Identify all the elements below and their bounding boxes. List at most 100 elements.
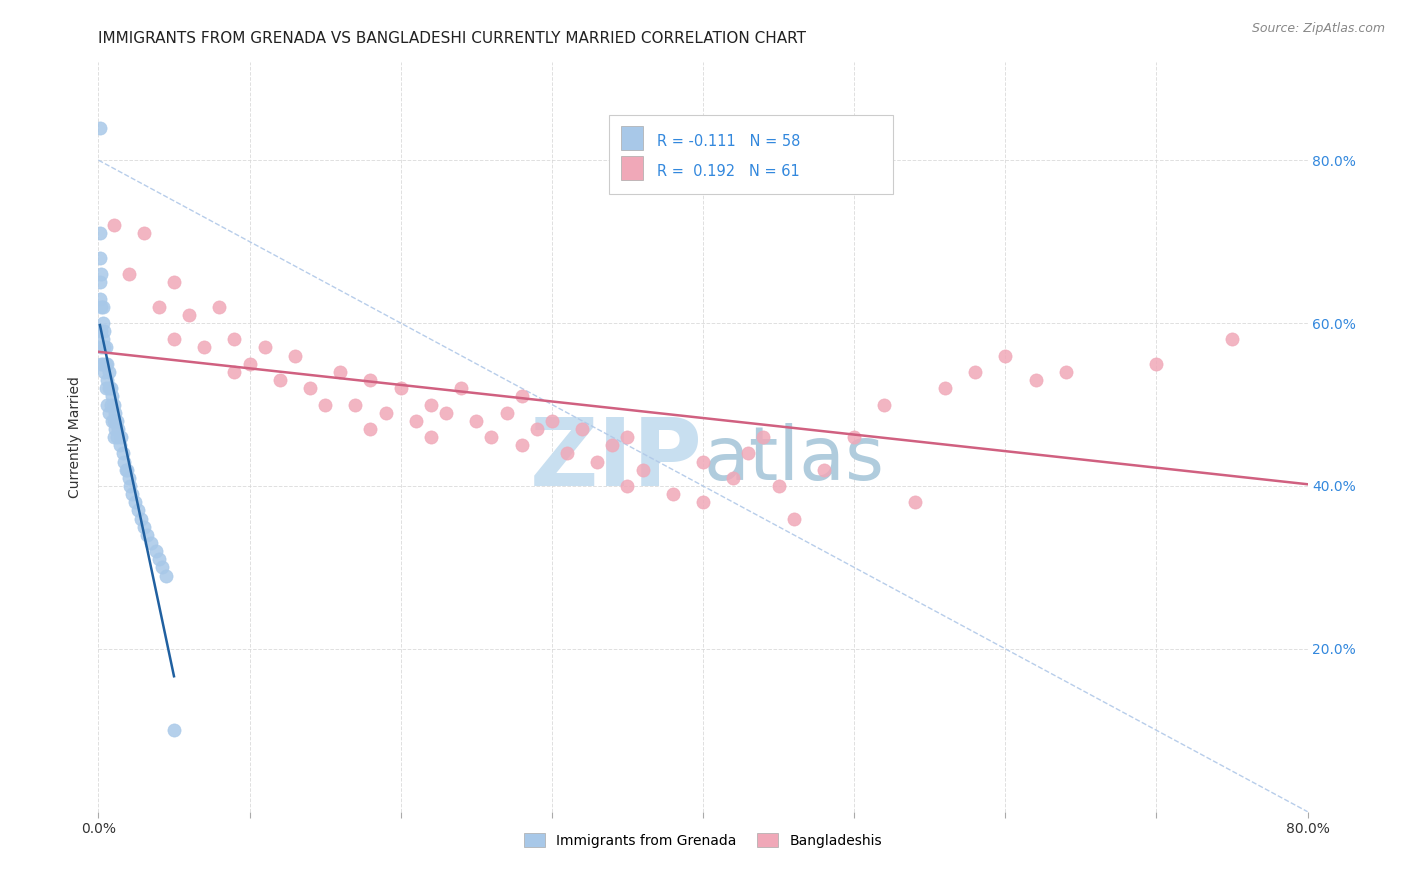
Point [571, 422, 593, 436]
Point [121, 487, 143, 501]
Point [108, 438, 131, 452]
Point [90, 357, 112, 371]
Text: Source: ZipAtlas.com: Source: ZipAtlas.com [1251, 22, 1385, 36]
Point [360, 373, 382, 387]
Y-axis label: Currently Married: Currently Married [69, 376, 83, 498]
Point [90, 341, 112, 355]
Point [239, 357, 262, 371]
Point [495, 406, 517, 420]
Point [329, 365, 352, 379]
Point [420, 430, 443, 444]
Point [132, 519, 155, 533]
Point [101, 389, 124, 403]
Point [994, 349, 1017, 363]
Point [96, 397, 118, 411]
Point [481, 430, 503, 444]
Point [148, 552, 170, 566]
Point [90, 300, 112, 314]
Point [89, 292, 111, 306]
Point [783, 511, 806, 525]
Point [224, 365, 246, 379]
Point [344, 397, 367, 411]
FancyBboxPatch shape [609, 115, 893, 194]
Point [124, 495, 146, 509]
Point [555, 446, 578, 460]
Point [723, 471, 745, 485]
Point [374, 406, 396, 420]
Point [813, 463, 835, 477]
Point [208, 300, 231, 314]
Point [586, 454, 609, 468]
Point [103, 430, 125, 444]
Point [98, 406, 121, 420]
Text: ZIP: ZIP [530, 414, 703, 506]
Point [91, 332, 114, 346]
Point [96, 357, 118, 371]
Bar [621, 126, 643, 150]
Point [163, 332, 186, 346]
Point [155, 568, 177, 582]
Point [104, 422, 127, 436]
Point [965, 365, 987, 379]
Point [752, 430, 775, 444]
Point [269, 373, 291, 387]
Point [631, 463, 654, 477]
Point [510, 438, 533, 452]
Point [129, 511, 152, 525]
Point [150, 560, 173, 574]
Point [103, 219, 125, 233]
Point [120, 479, 142, 493]
Point [111, 446, 134, 460]
Point [145, 544, 167, 558]
Point [141, 536, 163, 550]
Point [118, 267, 141, 281]
Point [299, 381, 322, 395]
Point [93, 324, 115, 338]
Point [692, 495, 714, 509]
Point [389, 381, 412, 395]
Text: R =  0.192   N = 61: R = 0.192 N = 61 [657, 163, 800, 178]
Point [100, 397, 122, 411]
Point [465, 414, 488, 428]
Point [450, 381, 472, 395]
Point [692, 454, 714, 468]
Point [94, 357, 117, 371]
Point [89, 251, 111, 265]
Text: atlas: atlas [703, 423, 884, 496]
Point [163, 276, 186, 290]
Point [661, 487, 683, 501]
Bar [621, 156, 643, 180]
Point [89, 227, 111, 241]
Point [91, 316, 114, 330]
Point [112, 454, 135, 468]
Text: R = -0.111   N = 58: R = -0.111 N = 58 [657, 134, 800, 149]
Point [96, 373, 118, 387]
Point [94, 381, 117, 395]
Point [1144, 357, 1167, 371]
Point [107, 422, 129, 436]
Point [163, 723, 186, 738]
Point [93, 365, 115, 379]
Point [91, 300, 114, 314]
Point [179, 308, 201, 322]
Point [1220, 332, 1243, 346]
Point [89, 276, 111, 290]
Point [148, 300, 170, 314]
Point [1024, 373, 1046, 387]
Point [98, 381, 121, 395]
Point [135, 528, 157, 542]
Point [132, 227, 155, 241]
Point [103, 397, 125, 411]
Point [98, 365, 121, 379]
Point [110, 430, 132, 444]
Point [101, 414, 124, 428]
Text: IMMIGRANTS FROM GRENADA VS BANGLADESHI CURRENTLY MARRIED CORRELATION CHART: IMMIGRANTS FROM GRENADA VS BANGLADESHI C… [98, 31, 807, 46]
Point [420, 397, 443, 411]
Point [118, 471, 141, 485]
Point [1054, 365, 1077, 379]
Point [127, 503, 149, 517]
Point [253, 341, 276, 355]
Point [193, 341, 215, 355]
Point [540, 414, 562, 428]
Legend: Immigrants from Grenada, Bangladeshis: Immigrants from Grenada, Bangladeshis [519, 828, 887, 854]
